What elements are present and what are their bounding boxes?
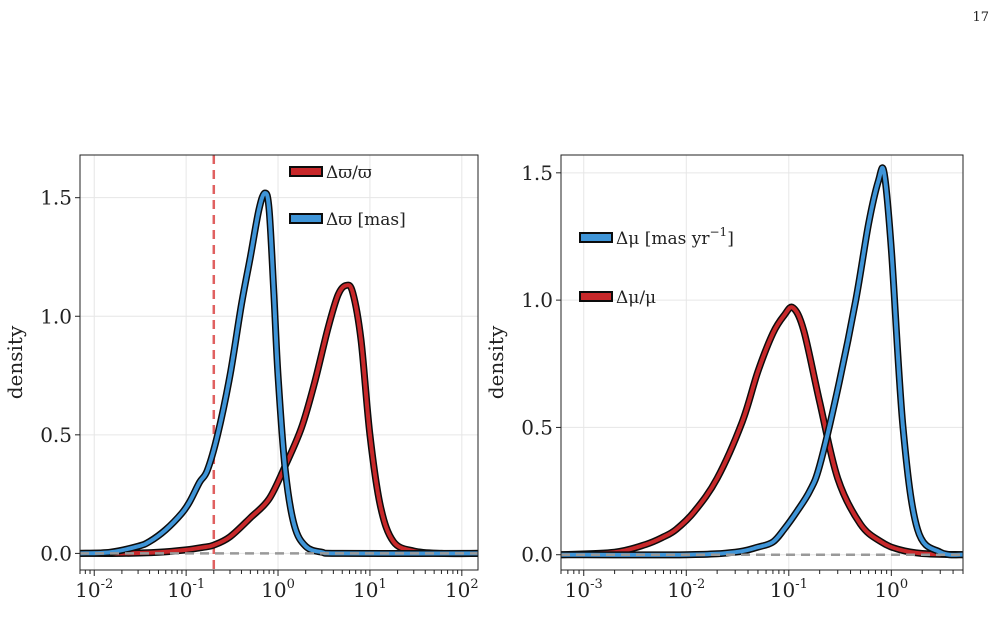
series-line-0 <box>561 305 963 557</box>
minor-ticks <box>560 570 964 574</box>
minor-ticks <box>79 570 459 574</box>
y-tick-label: 0.5 <box>521 415 553 439</box>
y-tick-label: 0.0 <box>40 541 72 565</box>
y-axis-label: density <box>3 325 27 399</box>
x-tick-label: 101 <box>353 577 387 602</box>
legend-label: Δϖ/ϖ <box>326 163 372 183</box>
legend-swatch <box>579 232 613 243</box>
x-tick-label: 102 <box>445 577 479 602</box>
legend-swatch <box>579 291 613 302</box>
series-line-1 <box>80 190 478 556</box>
legend-swatch <box>289 166 323 177</box>
plot-area <box>561 164 963 559</box>
legend-item-0: Δϖ/ϖ <box>289 163 372 183</box>
x-tick-label: 10-2 <box>75 577 113 602</box>
x-tick-label: 10-1 <box>167 577 205 602</box>
y-tick-label: 1.0 <box>521 288 553 312</box>
left-chart: 10-2 10-1 100 101 102 0.0 0.5 1.0 1.5 density Δϖ/ϖ… <box>3 154 479 602</box>
x-tick-label: 100 <box>874 577 908 602</box>
y-tick-label: 1.5 <box>40 186 72 210</box>
x-tick-label: 10-3 <box>565 577 603 602</box>
y-tick-label: 1.5 <box>521 161 553 185</box>
plot-frame <box>79 154 479 571</box>
legend-item-1: Δϖ [mas] <box>289 210 406 230</box>
legend-swatch <box>289 213 323 224</box>
legend-label: Δμ/μ <box>616 288 656 308</box>
legend-item-1: Δμ/μ <box>579 288 656 308</box>
right-chart: 10-3 10-2 10-1 100 0.0 0.5 1.0 1.5 density Δμ [ma… <box>484 154 964 602</box>
y-axis-label: density <box>484 325 508 399</box>
grid <box>80 155 478 570</box>
page-number: 17 <box>972 10 989 25</box>
legend-label: Δϖ [mas] <box>326 210 406 230</box>
x-tick-label: 100 <box>261 577 295 602</box>
legend-item-0: Δμ [mas yr−1] <box>579 225 734 249</box>
series-line-1 <box>561 165 963 557</box>
series-line-0 <box>80 283 478 556</box>
y-tick-label: 0.0 <box>521 543 553 567</box>
y-tick-label: 0.5 <box>40 423 72 447</box>
x-tick-label: 10-1 <box>770 577 808 602</box>
plot-frame <box>560 154 964 571</box>
legend-label: Δμ [mas yr−1] <box>616 225 734 249</box>
plot-area <box>80 155 478 570</box>
y-tick-label: 1.0 <box>40 304 72 328</box>
x-tick-label: 10-2 <box>667 577 705 602</box>
